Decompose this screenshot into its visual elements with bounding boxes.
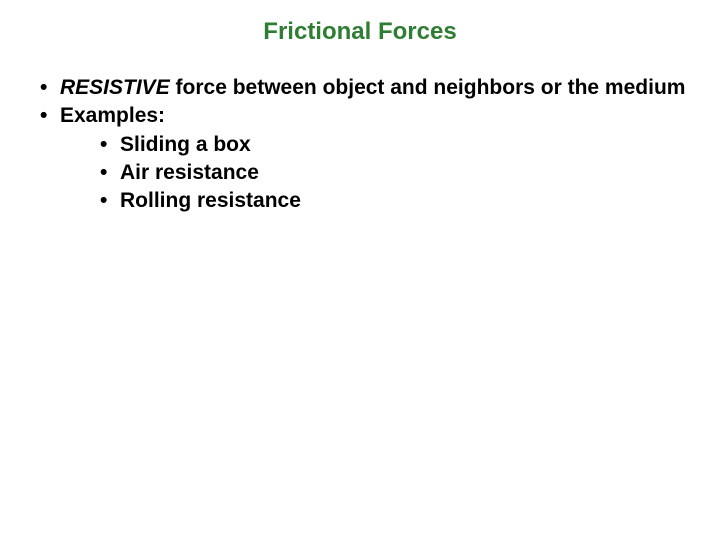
sub-item: Air resistance bbox=[60, 159, 690, 187]
list-item: RESISTIVE force between object and neigh… bbox=[30, 74, 690, 102]
content-list: RESISTIVE force between object and neigh… bbox=[30, 74, 690, 216]
sub-item: Rolling resistance bbox=[60, 187, 690, 215]
sub-list: Sliding a box Air resistance Rolling res… bbox=[60, 131, 690, 216]
sub-item: Sliding a box bbox=[60, 131, 690, 159]
emphasis-text: RESISTIVE bbox=[60, 76, 170, 99]
item-text: force between object and neighbors or th… bbox=[170, 76, 686, 99]
list-item: Examples: Sliding a box Air resistance R… bbox=[30, 102, 690, 215]
item-text: Examples: bbox=[60, 104, 165, 127]
slide-title: Frictional Forces bbox=[30, 18, 690, 46]
